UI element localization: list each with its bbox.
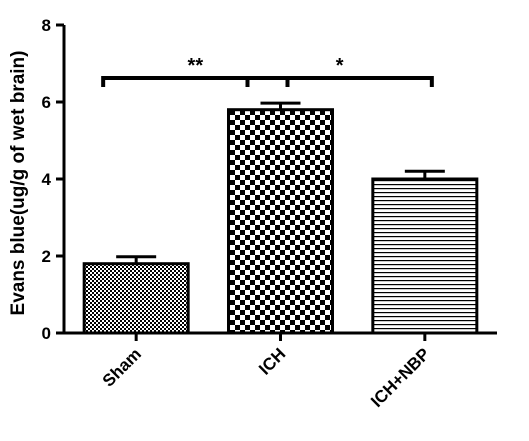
- significance-bracket: [245, 76, 434, 87]
- x-tick-label: ICH: [255, 344, 289, 378]
- y-tick-label: 0: [42, 324, 51, 343]
- bar-sham: [82, 262, 190, 335]
- y-tick-label: 2: [42, 247, 51, 266]
- x-tick-label: ICH+NBP: [367, 344, 434, 411]
- significance-label: **: [188, 55, 204, 77]
- significance-annotations: ** *: [101, 55, 434, 87]
- x-tick-label: Sham: [99, 344, 145, 390]
- bar-ich: [227, 108, 334, 335]
- y-axis-label: Evans blue(ug/g of wet brain): [8, 51, 29, 316]
- bars: [82, 101, 479, 335]
- y-tick-label: 4: [42, 170, 52, 189]
- y-tick-label: 8: [42, 16, 51, 35]
- significance-label: *: [336, 55, 344, 77]
- significance-bracket: [101, 76, 290, 87]
- bar-ich-nbp: [371, 177, 479, 335]
- y-tick-label: 6: [42, 93, 51, 112]
